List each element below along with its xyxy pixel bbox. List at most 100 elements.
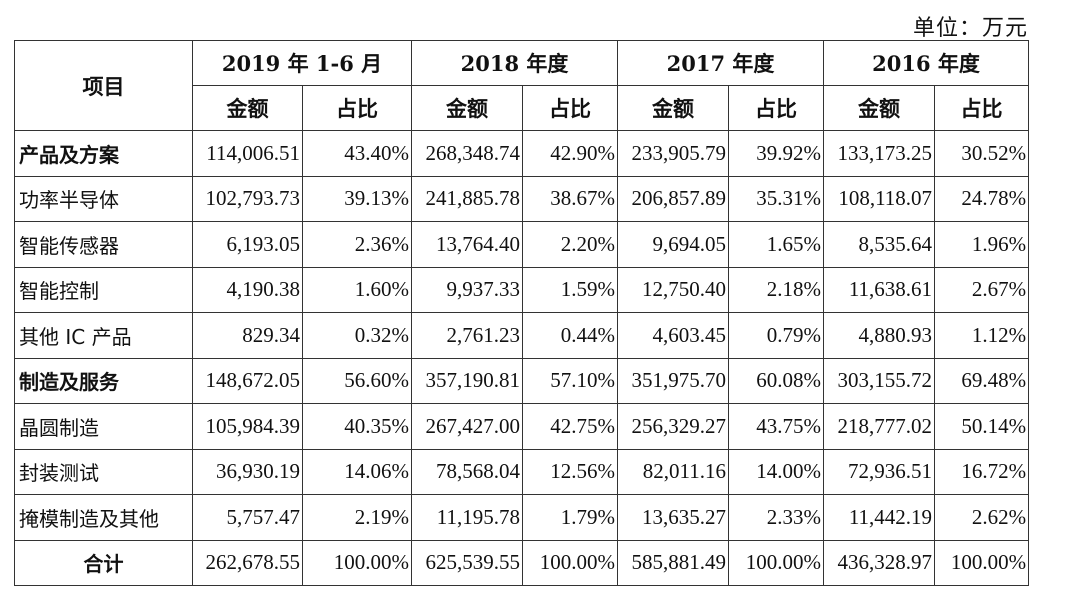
amount-cell: 11,638.61: [823, 266, 936, 313]
table-row: 产品及方案 114,006.51 43.40% 268,348.74 42.90% 233…: [14, 130, 1030, 177]
ratio-cell: 42.90%: [522, 130, 619, 177]
amount-cell: 262,678.55: [192, 539, 303, 586]
table-row: 合计 262,678.55 100.00% 625,539.55 100.00% 585,…: [14, 539, 1030, 586]
amount-cell: 303,155.72: [823, 357, 936, 404]
amount-cell: 585,881.49: [617, 539, 730, 586]
ratio-cell: 42.75%: [522, 403, 619, 450]
table-body: 产品及方案 114,006.51 43.40% 268,348.74 42.90% 233…: [14, 130, 1030, 586]
ratio-cell: 24.78%: [934, 175, 1030, 222]
ratio-cell: 2.67%: [934, 266, 1030, 313]
revenue-table: 项目 2019 年 1-6 月 2018 年度 2017 年度 2016 年度 …: [14, 40, 1030, 586]
ratio-cell: 69.48%: [934, 357, 1030, 404]
ratio-cell: 56.60%: [301, 357, 413, 404]
amount-cell: 102,793.73: [192, 175, 303, 222]
row-label: 晶圆制造: [14, 403, 193, 450]
amount-cell: 4,190.38: [192, 266, 303, 313]
ratio-cell: 2.62%: [934, 494, 1030, 541]
ratio-cell: 1.12%: [934, 312, 1030, 359]
header-row-metrics: 金额 占比 金额 占比 金额 占比 金额 占比: [15, 85, 1030, 131]
amount-cell: 436,328.97: [823, 539, 936, 586]
header-ratio: 占比: [934, 85, 1030, 131]
ratio-cell: 100.00%: [934, 539, 1030, 586]
amount-cell: 218,777.02: [823, 403, 936, 450]
table-row: 掩模制造及其他 5,757.47 2.19% 11,195.78 1.79% 13,635…: [14, 494, 1030, 541]
amount-cell: 233,905.79: [617, 130, 730, 177]
ratio-cell: 2.33%: [728, 494, 825, 541]
amount-cell: 241,885.78: [411, 175, 524, 222]
ratio-cell: 1.79%: [522, 494, 619, 541]
amount-cell: 5,757.47: [192, 494, 303, 541]
header-amount: 金额: [823, 85, 936, 131]
row-label: 封装测试: [14, 448, 193, 495]
ratio-cell: 2.36%: [301, 221, 413, 268]
row-label: 智能传感器: [14, 221, 193, 268]
row-label: 功率半导体: [14, 175, 193, 222]
amount-cell: 256,329.27: [617, 403, 730, 450]
ratio-cell: 100.00%: [522, 539, 619, 586]
amount-cell: 4,603.45: [617, 312, 730, 359]
amount-cell: 12,750.40: [617, 266, 730, 313]
amount-cell: 13,764.40: [411, 221, 524, 268]
ratio-cell: 39.92%: [728, 130, 825, 177]
amount-cell: 4,880.93: [823, 312, 936, 359]
row-label: 智能控制: [14, 266, 193, 313]
header-period-2019h1: 2019 年 1-6 月: [191, 40, 413, 86]
amount-cell: 11,442.19: [823, 494, 936, 541]
table-row: 封装测试 36,930.19 14.06% 78,568.04 12.56% 82,011…: [14, 448, 1030, 495]
amount-cell: 357,190.81: [411, 357, 524, 404]
unit-label: 单位：万元: [912, 16, 1028, 41]
ratio-cell: 2.19%: [301, 494, 413, 541]
ratio-cell: 14.06%: [301, 448, 413, 495]
header-ratio: 占比: [522, 85, 619, 131]
header-period-2018: 2018 年度: [411, 40, 619, 86]
amount-cell: 2,761.23: [411, 312, 524, 359]
row-label: 制造及服务: [14, 357, 193, 404]
amount-cell: 268,348.74: [411, 130, 524, 177]
ratio-cell: 60.08%: [728, 357, 825, 404]
amount-cell: 9,694.05: [617, 221, 730, 268]
header-row-periods: 项目 2019 年 1-6 月 2018 年度 2017 年度 2016 年度: [14, 40, 1030, 131]
table-row: 晶圆制造 105,984.39 40.35% 267,427.00 42.75% 256,…: [14, 403, 1030, 450]
ratio-cell: 2.18%: [728, 266, 825, 313]
amount-cell: 9,937.33: [411, 266, 524, 313]
ratio-cell: 1.96%: [934, 221, 1030, 268]
amount-cell: 114,006.51: [192, 130, 303, 177]
ratio-cell: 2.20%: [522, 221, 619, 268]
table-row: 智能控制 4,190.38 1.60% 9,937.33 1.59% 12,750.40 2…: [14, 266, 1030, 313]
header-amount: 金额: [192, 85, 303, 131]
header-period-2017: 2017 年度: [617, 40, 825, 86]
row-label: 其他 IC 产品: [14, 312, 193, 359]
amount-cell: 267,427.00: [411, 403, 524, 450]
ratio-cell: 30.52%: [934, 130, 1030, 177]
amount-cell: 829.34: [192, 312, 303, 359]
amount-cell: 206,857.89: [617, 175, 730, 222]
amount-cell: 625,539.55: [411, 539, 524, 586]
ratio-cell: 1.65%: [728, 221, 825, 268]
amount-cell: 108,118.07: [823, 175, 936, 222]
ratio-cell: 57.10%: [522, 357, 619, 404]
amount-cell: 133,173.25: [823, 130, 936, 177]
ratio-cell: 100.00%: [301, 539, 413, 586]
row-label: 合计: [14, 539, 193, 586]
amount-cell: 351,975.70: [617, 357, 730, 404]
ratio-cell: 40.35%: [301, 403, 413, 450]
amount-cell: 36,930.19: [192, 448, 303, 495]
ratio-cell: 1.60%: [301, 266, 413, 313]
ratio-cell: 39.13%: [301, 175, 413, 222]
ratio-cell: 0.32%: [301, 312, 413, 359]
amount-cell: 78,568.04: [411, 448, 524, 495]
ratio-cell: 0.44%: [522, 312, 619, 359]
ratio-cell: 14.00%: [728, 448, 825, 495]
header-amount: 金额: [617, 85, 730, 131]
ratio-cell: 38.67%: [522, 175, 619, 222]
amount-cell: 6,193.05: [192, 221, 303, 268]
amount-cell: 105,984.39: [192, 403, 303, 450]
ratio-cell: 43.40%: [301, 130, 413, 177]
ratio-cell: 16.72%: [934, 448, 1030, 495]
ratio-cell: 1.59%: [522, 266, 619, 313]
amount-cell: 82,011.16: [617, 448, 730, 495]
table-row: 功率半导体 102,793.73 39.13% 241,885.78 38.67% 206…: [14, 175, 1030, 222]
header-item: 项目: [14, 40, 193, 131]
ratio-cell: 43.75%: [728, 403, 825, 450]
table-row: 制造及服务 148,672.05 56.60% 357,190.81 57.10% 351…: [14, 357, 1030, 404]
